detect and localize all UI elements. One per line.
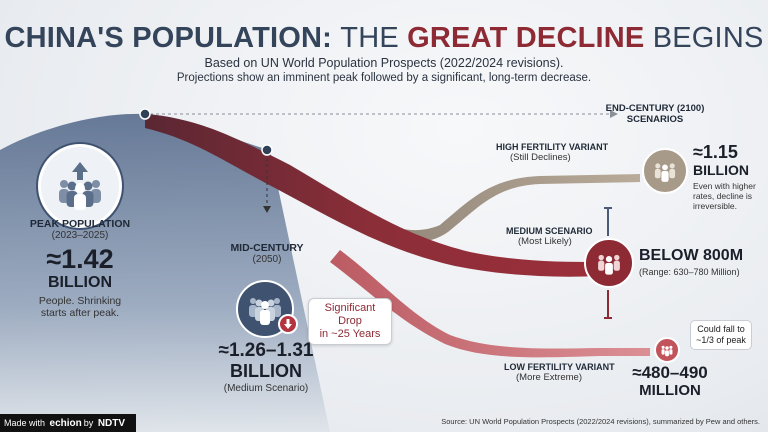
mid-century-unit: BILLION <box>230 361 302 381</box>
high-fertility-value-group: ≈1.15 BILLION Even with higher rates, de… <box>693 142 767 212</box>
peak-label: PEAK POPULATION <box>29 218 131 230</box>
medium-scenario-crowd-circle <box>584 238 634 288</box>
low-fertility-label-group: LOW FERTILITY VARIANT (More Extreme) <box>504 362 624 383</box>
mid-century-crowd-circle <box>236 280 294 338</box>
made-with-badge[interactable]: Made with echion by NDTV <box>0 414 136 432</box>
medium-scenario-range: (Range: 630–780 Million) <box>639 267 740 277</box>
mid-century-label: MID-CENTURY <box>230 242 304 254</box>
low-fertility-label: LOW FERTILITY VARIANT <box>504 362 615 372</box>
low-fertility-note: Could fall to ~1/3 of peak <box>690 320 752 350</box>
medium-scenario-sub: (Most Likely) <box>518 236 572 247</box>
peak-label-group: PEAK POPULATION (2023–2025) ≈1.42 BILLIO… <box>10 218 150 319</box>
brand-logo-text: echion <box>49 417 82 429</box>
down-arrow-icon <box>278 314 298 334</box>
high-fertility-band <box>330 174 640 243</box>
end-century-label: END-CENTURY (2100) <box>605 103 705 114</box>
page-title: CHINA'S POPULATION: THE GREAT DECLINE BE… <box>0 22 768 55</box>
medium-scenario-value: BELOW 800M <box>639 247 744 264</box>
low-fertility-unit: MILLION <box>639 382 701 399</box>
end-century-label-2: SCENARIOS <box>626 114 684 125</box>
peak-crowd-circle <box>38 144 122 228</box>
subtitle-line-1: Based on UN World Population Prospects (… <box>204 56 564 70</box>
source-note: Source: UN World Population Prospects (2… <box>441 417 760 426</box>
mid-century-label-group: MID-CENTURY (2050) <box>222 242 312 265</box>
mid-century-marker <box>261 144 273 156</box>
high-note-line-2: rates, decline is <box>693 191 753 201</box>
mid-century-arrowhead <box>263 206 271 213</box>
callout-line-2: in ~25 Years <box>319 328 381 340</box>
low-fertility-sub: (More Extreme) <box>516 372 582 383</box>
crowd-up-arrow-icon <box>59 162 101 210</box>
high-fertility-label-group: HIGH FERTILITY VARIANT (Still Declines) <box>496 142 646 163</box>
by-text: by <box>83 418 94 428</box>
partner-logo-text: NDTV <box>97 417 126 429</box>
crowd-icon <box>598 254 620 275</box>
peak-unit: BILLION <box>48 274 112 291</box>
mid-century-year: (2050) <box>252 254 282 265</box>
low-fertility-band <box>330 250 650 358</box>
significant-drop-callout: Significant Drop in ~25 Years <box>308 298 392 345</box>
peak-note-line-2: starts after peak. <box>40 307 120 319</box>
high-note-line-1: Even with higher <box>693 181 756 191</box>
title-part-4: BEGINS <box>652 22 764 54</box>
peak-value: ≈1.42 <box>46 244 114 274</box>
callout-line-1: Significant Drop <box>324 302 376 327</box>
mid-century-value: ≈1.26–1.31 <box>218 340 314 361</box>
peak-years: (2023–2025) <box>51 230 109 241</box>
mid-century-scenario: (Medium Scenario) <box>223 383 309 394</box>
high-fertility-sub: (Still Declines) <box>510 152 571 163</box>
high-fertility-label: HIGH FERTILITY VARIANT <box>496 142 609 152</box>
high-fertility-crowd-circle <box>642 148 688 194</box>
title-part-1: CHINA'S POPULATION: <box>4 22 333 54</box>
medium-scenario-value-group: BELOW 800M (Range: 630–780 Million) <box>639 247 767 277</box>
low-note-line-1: Could fall to <box>697 324 745 334</box>
medium-decline-band <box>145 114 600 277</box>
high-fertility-value: ≈1.15 <box>693 142 738 162</box>
peak-note-line-1: People. Shrinking <box>38 295 122 307</box>
low-fertility-value: ≈480–490 <box>632 363 708 382</box>
high-note-line-3: irreversible. <box>693 201 737 211</box>
low-note-line-2: ~1/3 of peak <box>696 335 746 345</box>
title-part-2: THE <box>340 22 399 54</box>
low-fertility-crowd-circle <box>654 337 680 363</box>
crowd-icon <box>654 163 676 182</box>
high-fertility-unit: BILLION <box>693 162 749 178</box>
low-fertility-value-group: ≈480–490 MILLION <box>620 363 720 400</box>
medium-scenario-label-group: MEDIUM SCENARIO (Most Likely) <box>506 226 606 247</box>
medium-scenario-label: MEDIUM SCENARIO <box>506 226 593 236</box>
peak-marker <box>139 108 151 120</box>
crowd-icon <box>249 298 281 325</box>
mid-century-value-group: ≈1.26–1.31 BILLION (Medium Scenario) <box>186 340 346 394</box>
crowd-icon <box>661 345 673 357</box>
subtitle-line-2: Projections show an imminent peak follow… <box>176 72 592 84</box>
made-with-text: Made with <box>4 418 46 428</box>
end-century-header: END-CENTURY (2100) SCENARIOS <box>600 103 710 125</box>
title-part-3: GREAT DECLINE <box>407 22 645 54</box>
timeline-arrowhead <box>610 110 618 118</box>
